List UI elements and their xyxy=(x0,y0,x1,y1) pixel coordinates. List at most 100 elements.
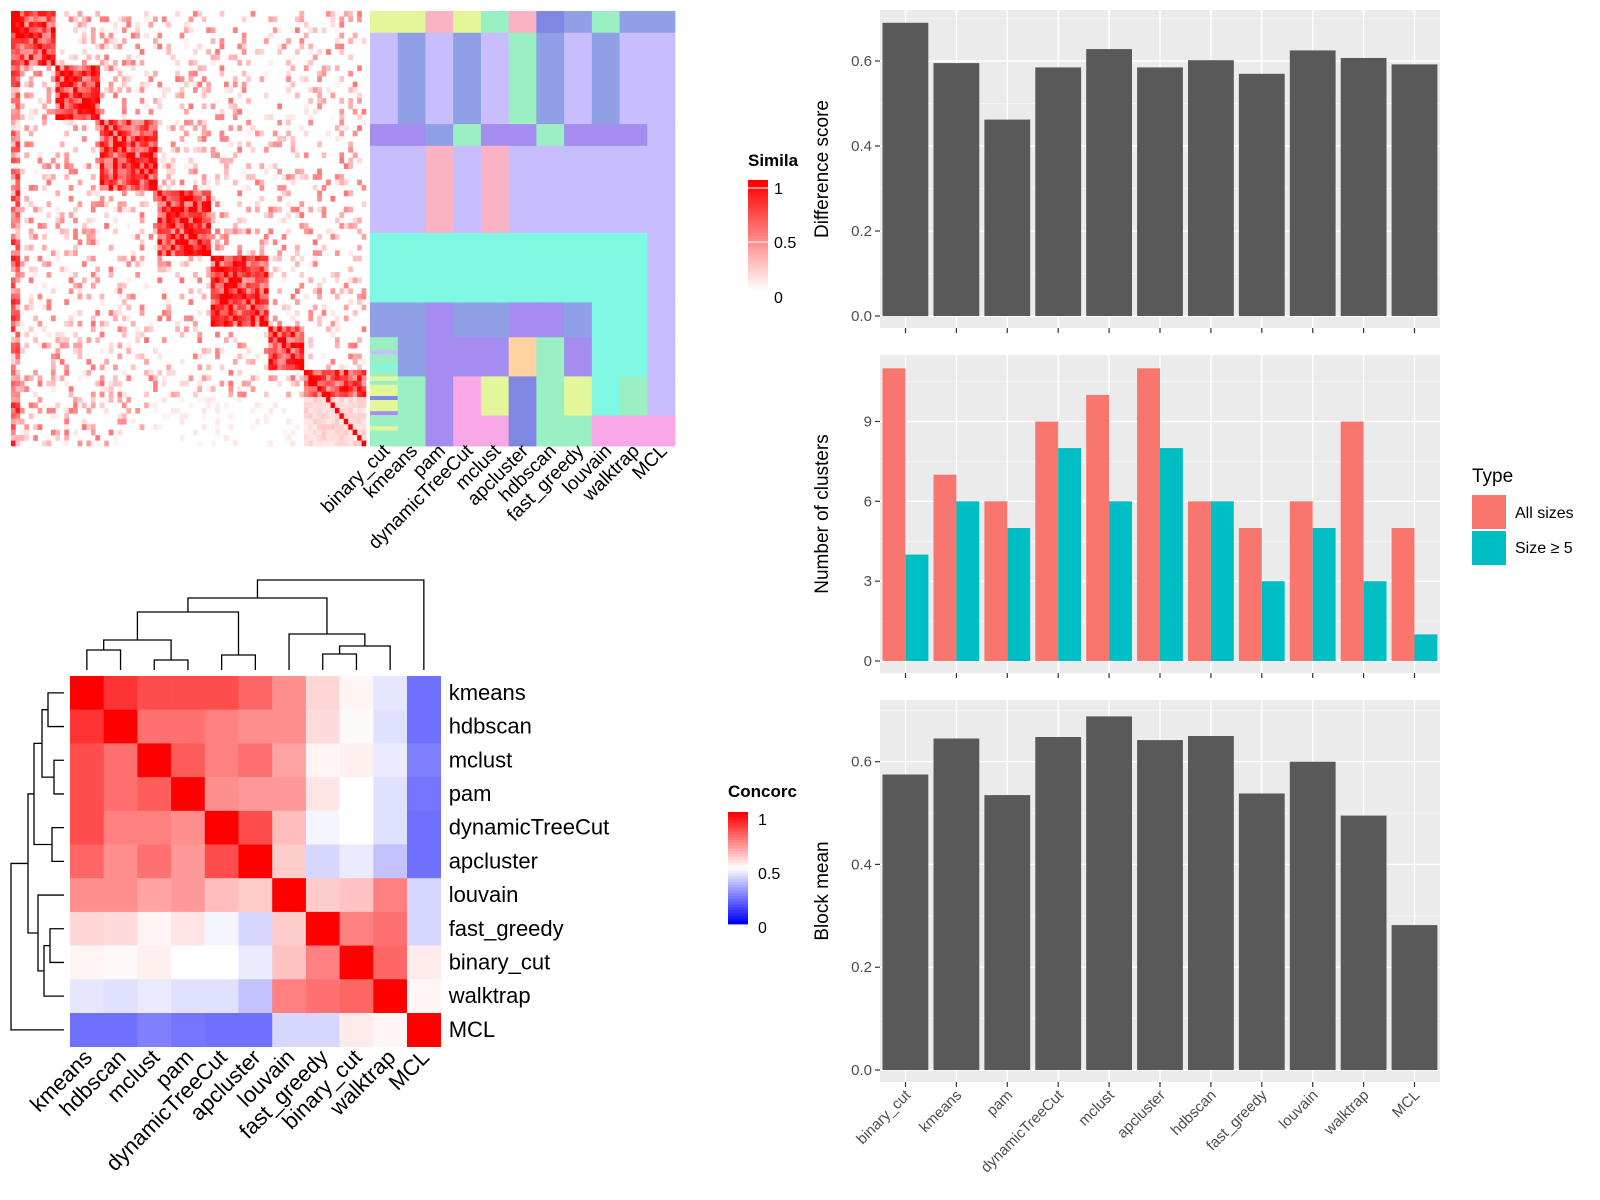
similarity-cell xyxy=(263,233,269,240)
similarity-cell xyxy=(246,255,251,262)
similarity-cell xyxy=(343,418,349,425)
similarity-cell xyxy=(130,293,136,300)
similarity-cell xyxy=(95,81,101,88)
similarity-cell xyxy=(33,168,38,175)
similarity-cell xyxy=(28,59,34,66)
similarity-cell xyxy=(104,359,109,365)
similarity-cell xyxy=(175,326,180,333)
similarity-cell xyxy=(135,32,140,39)
similarity-cell xyxy=(259,277,265,284)
top-dendrogram-branch xyxy=(322,653,358,670)
similarity-cell xyxy=(232,277,238,284)
similarity-cell xyxy=(321,212,327,218)
similarity-cell xyxy=(108,195,114,202)
similarity-cell xyxy=(201,407,207,414)
similarity-cell xyxy=(11,185,16,191)
concordance-col-label: MCL xyxy=(384,1045,435,1096)
concordance-legend-gradient xyxy=(728,907,748,911)
similarity-cell xyxy=(64,266,69,273)
similarity-cell xyxy=(37,223,43,229)
similarity-cell xyxy=(126,136,132,142)
similarity-cell xyxy=(277,364,282,371)
similarity-cell xyxy=(11,103,16,110)
similarity-cell xyxy=(263,320,269,327)
similarity-cell xyxy=(330,369,336,376)
similarity-cell xyxy=(277,320,282,327)
similarity-cell xyxy=(24,92,30,99)
similarity-cell xyxy=(334,380,340,387)
similarity-cell xyxy=(210,152,216,159)
concordance-legend-tick-05: 0.5 xyxy=(758,866,780,883)
concordance-cell xyxy=(238,743,273,778)
bar xyxy=(1340,815,1387,1070)
similarity-cell xyxy=(11,157,16,164)
similarity-cell xyxy=(215,315,220,322)
similarity-cell xyxy=(237,310,243,316)
similarity-cell xyxy=(130,146,136,153)
similarity-cell xyxy=(290,141,296,148)
similarity-cell xyxy=(339,418,345,425)
similarity-cell xyxy=(126,152,132,159)
similarity-cell xyxy=(334,27,340,34)
similarity-cell xyxy=(95,272,101,278)
similarity-cell xyxy=(33,38,38,44)
similarity-cell xyxy=(215,244,220,251)
similarity-cell xyxy=(121,185,127,191)
similarity-cell xyxy=(33,11,38,17)
similarity-cell xyxy=(24,11,30,17)
concordance-cell xyxy=(305,777,340,812)
similarity-cell xyxy=(157,424,163,430)
y-tick-label: 0 xyxy=(864,653,872,670)
similarity-cell xyxy=(215,304,220,311)
similarity-cell xyxy=(19,27,25,34)
similarity-cell xyxy=(121,174,127,180)
similarity-cell xyxy=(11,239,16,246)
similarity-cell xyxy=(121,418,127,425)
similarity-cell xyxy=(99,146,105,153)
similarity-cell xyxy=(219,348,225,354)
concordance-cell xyxy=(137,945,172,980)
similarity-cell xyxy=(188,402,194,409)
similarity-cell xyxy=(219,299,225,305)
similarity-cell xyxy=(11,179,16,186)
similarity-cell xyxy=(210,277,216,284)
similarity-cell xyxy=(308,337,314,343)
similarity-cell xyxy=(153,348,158,354)
similarity-cell xyxy=(317,233,322,240)
similarity-cell xyxy=(15,92,21,99)
matrix-cell xyxy=(397,232,426,303)
similarity-cell xyxy=(46,27,52,34)
similarity-cell xyxy=(104,119,109,126)
similarity-cell xyxy=(11,195,16,202)
top-dendrogram-branch xyxy=(136,611,240,655)
similarity-cell xyxy=(299,272,305,278)
similarity-cell xyxy=(90,87,96,93)
similarity-cell xyxy=(361,424,367,430)
similarity-cell xyxy=(46,272,52,278)
similarity-cell xyxy=(55,163,61,169)
top-dendrogram-branch xyxy=(187,597,328,634)
similarity-cell xyxy=(64,435,69,441)
similarity-cell xyxy=(334,315,340,322)
similarity-cell xyxy=(224,315,229,322)
similarity-cell xyxy=(99,201,105,208)
similarity-cell xyxy=(286,76,291,82)
similarity-cell xyxy=(241,380,247,387)
similarity-cell xyxy=(59,65,65,72)
similarity-cell xyxy=(339,108,345,115)
similarity-cell xyxy=(326,369,331,376)
concordance-heatmap xyxy=(70,676,441,1047)
similarity-cell xyxy=(24,21,30,28)
similarity-cell xyxy=(42,163,47,169)
similarity-legend-gradient xyxy=(748,180,768,184)
similarity-cell xyxy=(157,98,163,104)
concordance-cell xyxy=(204,844,239,879)
similarity-cell xyxy=(117,43,123,50)
similarity-cell xyxy=(73,228,78,235)
similarity-cell xyxy=(197,201,203,208)
similarity-cell xyxy=(357,353,362,360)
similarity-cell xyxy=(117,16,123,23)
similarity-cell xyxy=(37,255,43,262)
similarity-cell xyxy=(33,255,38,262)
similarity-cell xyxy=(144,391,149,398)
